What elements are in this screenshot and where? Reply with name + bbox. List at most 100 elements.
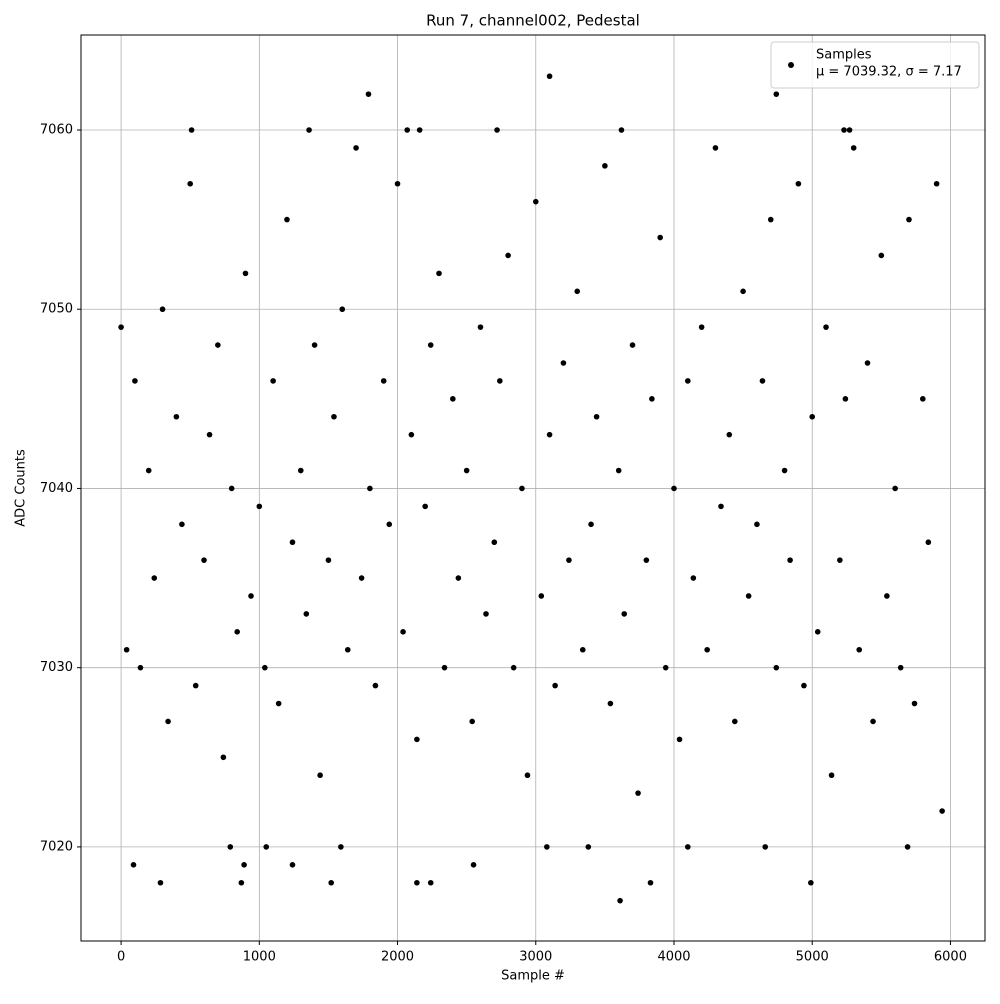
point [188, 127, 195, 133]
point [939, 808, 945, 814]
point [386, 521, 393, 528]
point [629, 342, 636, 348]
point [904, 844, 911, 850]
point [311, 342, 318, 348]
point [215, 342, 221, 348]
point [234, 629, 240, 635]
point [469, 718, 475, 725]
point [263, 844, 270, 850]
point [767, 216, 774, 223]
point [546, 73, 553, 80]
points [118, 73, 945, 904]
point [762, 844, 769, 850]
point [206, 431, 213, 438]
point [450, 396, 456, 402]
point [414, 736, 420, 743]
y-tick-label: 7030 [40, 660, 73, 675]
point [884, 593, 890, 599]
point [228, 485, 235, 492]
point [179, 521, 185, 528]
point [814, 629, 821, 635]
point [593, 413, 600, 420]
y-tick-label: 7020 [40, 839, 73, 854]
point [137, 664, 144, 671]
point [317, 772, 323, 779]
point [303, 611, 310, 617]
point [151, 575, 158, 581]
point [544, 844, 550, 850]
point [704, 646, 710, 653]
point [685, 378, 691, 384]
point [846, 127, 853, 133]
point [145, 467, 152, 474]
point [588, 521, 594, 528]
point [615, 467, 622, 474]
point [427, 879, 434, 886]
legend-label: Samples [816, 48, 872, 63]
point [870, 718, 876, 725]
point [408, 431, 415, 438]
point [422, 503, 428, 510]
point [123, 646, 130, 653]
x-tick-label: 4000 [657, 950, 690, 965]
point [220, 754, 227, 761]
point [607, 700, 614, 707]
point [808, 879, 814, 886]
point [621, 611, 628, 617]
point [455, 575, 462, 581]
point [690, 575, 697, 581]
point [227, 844, 234, 850]
x-tick-label: 6000 [934, 950, 967, 965]
point [809, 413, 816, 420]
point [441, 664, 448, 671]
point [933, 180, 940, 187]
point [773, 664, 780, 671]
point [192, 682, 199, 689]
point [325, 557, 332, 563]
point [130, 862, 137, 868]
point [248, 593, 254, 599]
point [718, 503, 724, 510]
point [284, 216, 290, 223]
y-tick-label: 7040 [40, 481, 73, 496]
point [201, 557, 207, 563]
point [400, 629, 406, 635]
point [477, 324, 484, 330]
point [262, 664, 268, 671]
point [801, 682, 807, 689]
point [773, 91, 780, 97]
x-tick-label: 1000 [243, 950, 276, 965]
point [491, 539, 498, 546]
point [676, 736, 683, 743]
point [745, 593, 752, 599]
point [837, 557, 843, 563]
point [358, 575, 365, 581]
point [662, 664, 669, 671]
point [781, 467, 788, 474]
point [510, 664, 517, 671]
point [470, 862, 477, 868]
point [850, 145, 857, 151]
point [823, 324, 829, 330]
point [394, 180, 401, 187]
x-axis-label: Sample # [501, 969, 565, 984]
y-tick-label: 7050 [40, 302, 73, 317]
point [795, 180, 802, 187]
chart-title: Run 7, channel002, Pedestal [426, 12, 640, 30]
point [546, 431, 553, 438]
point [618, 127, 625, 133]
point [404, 127, 411, 133]
point [657, 234, 663, 241]
legend-marker [788, 62, 794, 68]
point [685, 844, 691, 850]
x-tick-label: 3000 [519, 950, 552, 965]
y-tick-label: 7060 [40, 122, 73, 137]
point [740, 288, 746, 295]
point [856, 646, 863, 653]
point [497, 378, 503, 384]
point [367, 485, 373, 492]
point [256, 503, 263, 510]
point [864, 360, 871, 366]
point [289, 539, 296, 546]
point [297, 467, 304, 474]
